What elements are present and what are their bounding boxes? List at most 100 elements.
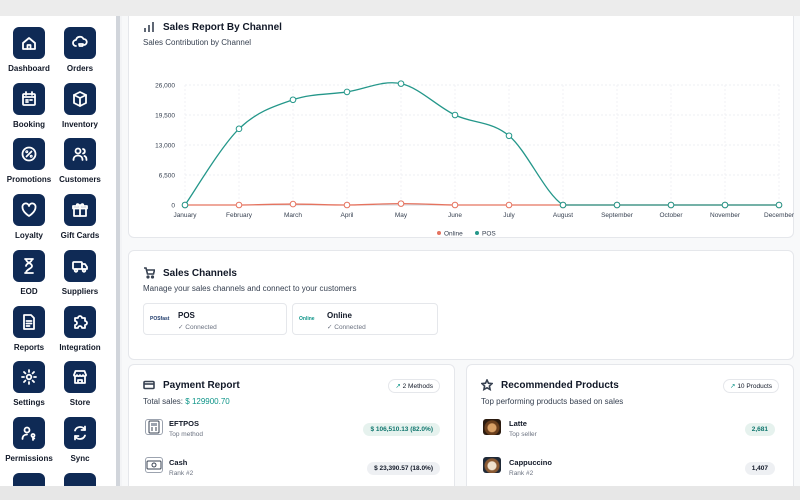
sales-report-header: Sales Report By Channel	[143, 21, 282, 33]
sales-channels-subtitle: Manage your sales channels and connect t…	[143, 284, 357, 293]
sidebar-item-reports[interactable]: Reports	[3, 305, 55, 352]
x-tick-label: January	[173, 212, 197, 219]
data-point-pos	[721, 201, 729, 209]
eftpos-terminal-icon	[145, 419, 163, 435]
sales-report-title: Sales Report By Channel	[163, 21, 282, 33]
x-tick-label: November	[710, 212, 741, 219]
data-point-pos	[559, 201, 567, 209]
store-icon	[64, 361, 96, 394]
data-point-pos	[613, 201, 621, 209]
product-count: 1,407	[744, 462, 775, 475]
total-sales: Total sales: $ 129900.70	[143, 397, 230, 406]
pos-logo: POSfast	[150, 316, 170, 322]
recommended-products-subtitle: Top performing products based on sales	[481, 397, 624, 406]
data-point-pos	[667, 201, 675, 209]
user-key-icon	[13, 416, 45, 449]
x-tick-label: March	[284, 212, 302, 219]
sidebar-item-booking[interactable]: Booking	[3, 82, 55, 129]
sync-icon	[64, 416, 96, 449]
sidebar-item-customers[interactable]: Customers	[54, 138, 106, 184]
star-icon	[481, 379, 493, 391]
sales-report-subtitle: Sales Contribution by Channel	[143, 38, 252, 47]
sidebar-item-label: Integration	[59, 342, 101, 352]
y-tick-label: 26,000	[155, 83, 175, 90]
channel-online[interactable]: Online Online ✓ Connected	[292, 303, 438, 335]
shield-icon	[13, 472, 45, 486]
x-tick-label: May	[395, 212, 408, 219]
sidebar-item-promotions[interactable]: Promotions	[3, 138, 55, 184]
product-name: Latte	[509, 419, 527, 428]
data-point-pos	[181, 201, 189, 209]
bar-chart-icon	[144, 22, 154, 32]
credit-card-icon	[143, 380, 155, 390]
cart-icon	[144, 267, 155, 279]
sidebar-item-store[interactable]: Store	[54, 361, 106, 407]
data-point-online	[235, 201, 243, 209]
data-point-online	[397, 200, 405, 207]
sales-report-card: Sales Report By Channel Sales Contributi…	[128, 16, 795, 238]
x-tick-label: October	[659, 212, 683, 219]
hourglass-icon	[13, 249, 45, 282]
sidebar-item-inventory[interactable]: Inventory	[54, 82, 106, 129]
document-icon	[13, 305, 45, 338]
legend-marker-online	[437, 231, 441, 235]
sidebar-scrollbar[interactable]	[116, 16, 120, 486]
product-count: 2,681	[744, 423, 775, 436]
sidebar: Dashboard Orders Booking Inventory Promotion…	[0, 16, 116, 486]
sidebar-item-label: Orders	[66, 64, 94, 73]
sidebar-item-settings[interactable]: Settings	[3, 361, 55, 407]
sidebar-item-eod[interactable]: EOD	[3, 249, 55, 296]
x-tick-label: April	[340, 212, 354, 219]
percent-icon	[13, 138, 45, 171]
data-point-online	[451, 201, 459, 209]
sidebar-item-gift-cards[interactable]: Gift Cards	[54, 194, 106, 240]
recommended-products-title: Recommended Products	[501, 379, 619, 391]
sidebar-item-label: Reports	[13, 342, 45, 352]
methods-badge: ↗ 2 Methods	[388, 379, 440, 393]
products-badge: ↗ 10 Products	[723, 379, 779, 393]
sidebar-item-partial[interactable]	[54, 472, 106, 486]
sidebar-item-integration[interactable]: Integration	[54, 305, 106, 352]
channel-status: ✓ Connected	[327, 324, 366, 331]
method-name: EFTPOS	[169, 419, 200, 428]
cappuccino-image	[483, 457, 501, 473]
sidebar-item-dashboard[interactable]: Dashboard	[3, 27, 55, 73]
data-point-online	[343, 201, 351, 209]
sidebar-item-label: Settings	[13, 398, 45, 408]
sidebar-item-sync[interactable]: Sync	[54, 416, 106, 463]
data-point-pos	[343, 88, 351, 96]
channel-pos[interactable]: POSfast POS ✓ Connected	[143, 303, 287, 335]
data-point-pos	[289, 96, 297, 104]
x-tick-label: December	[764, 212, 795, 219]
channel-name: Online	[327, 311, 352, 320]
method-sub: Rank #2	[169, 470, 194, 477]
sales-channels-header: Sales Channels	[143, 267, 237, 279]
sidebar-item-label: EOD	[20, 286, 38, 296]
method-sub: Top method	[169, 431, 203, 438]
sales-line-chart: 0 6,500 13,000 19,500 26,000 January February M…	[155, 80, 795, 236]
calendar-icon	[13, 82, 45, 115]
x-tick-label: February	[226, 212, 253, 219]
product-name: Cappuccino	[509, 458, 552, 467]
payment-report-title: Payment Report	[163, 379, 240, 391]
gear-icon	[13, 361, 45, 394]
y-tick-label: 6,500	[159, 173, 176, 180]
product-sub: Top seller	[509, 431, 537, 438]
sidebar-item-partial[interactable]	[3, 472, 55, 486]
sidebar-item-orders[interactable]: Orders	[54, 27, 106, 73]
sidebar-item-suppliers[interactable]: Suppliers	[54, 249, 106, 296]
recommended-products-card: Recommended Products ↗ 10 Products Top p…	[466, 364, 794, 486]
sidebar-item-loyalty[interactable]: Loyalty	[3, 194, 55, 240]
cloud-cart-icon	[64, 27, 96, 59]
heart-icon	[13, 194, 45, 227]
data-point-pos	[397, 80, 405, 87]
data-point-pos	[505, 132, 513, 140]
y-tick-label: 0	[171, 203, 175, 210]
data-point-pos	[775, 201, 783, 209]
total-sales-value: $ 129900.70	[185, 397, 230, 406]
online-logo: Online	[299, 316, 315, 322]
sidebar-item-permissions[interactable]: Permissions	[3, 416, 55, 463]
payment-report-card: Payment Report ↗ 2 Methods Total sales: …	[128, 364, 455, 486]
x-tick-label: August	[553, 212, 573, 219]
browser-top-bar	[0, 0, 800, 16]
